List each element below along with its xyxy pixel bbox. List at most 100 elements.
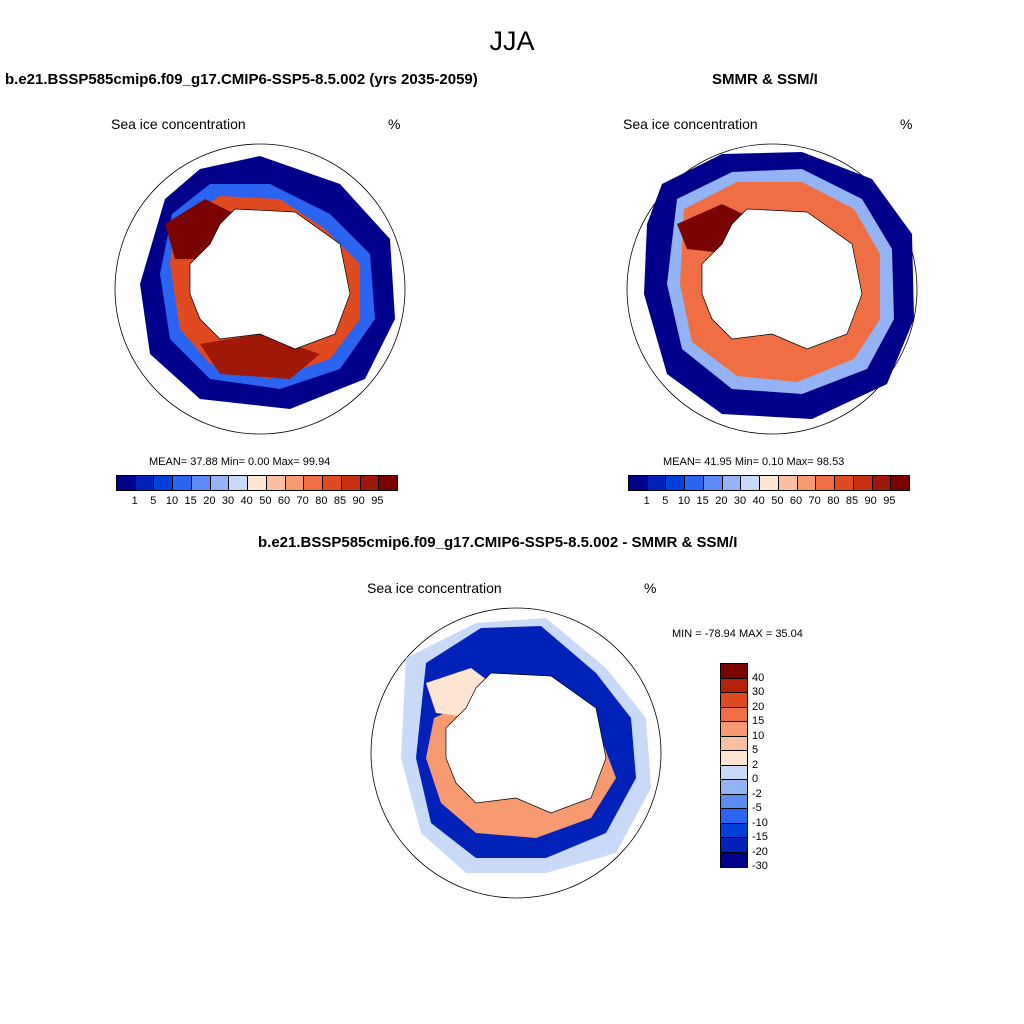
panel3-colorbar-swatch — [721, 693, 747, 708]
panel2-colorbar-swatch — [647, 476, 667, 490]
panel1-colorbar-tick-label: 1 — [131, 495, 138, 507]
panel3-colorbar-swatch — [721, 823, 747, 838]
panel3-colorbar-tick-label: -20 — [752, 845, 768, 858]
panel1-colorbar-swatch — [135, 476, 155, 490]
panel1-colorbar-tick-label: 20 — [203, 495, 216, 507]
panel3-colorbar-swatch — [721, 707, 747, 722]
panel2-antarctica — [701, 208, 863, 350]
main-title: JJA — [489, 26, 535, 56]
panel1-colorbar-swatch — [266, 476, 286, 490]
panel3-antarctica — [445, 672, 607, 814]
panel2-units: % — [900, 116, 913, 132]
panel2-colorbar-tick-label: 10 — [677, 495, 691, 507]
panel1-colorbar-swatch — [191, 476, 211, 490]
panel3-colorbar-swatch — [721, 809, 747, 824]
panel1-colorbar-tick-label: 60 — [277, 495, 291, 507]
panel3-colorbar-tick-label: 40 — [752, 671, 765, 684]
panel3-title: b.e21.BSSP585cmip6.f09_g17.CMIP6-SSP5-8.… — [258, 534, 738, 551]
panel2-subtitle: Sea ice concentration — [623, 116, 758, 132]
panel1-colorbar-tick-label: 15 — [184, 495, 197, 507]
panel1-colorbar-swatch — [341, 476, 361, 490]
panel3-colorbar-swatch — [721, 678, 747, 693]
panel3-colorbar-tick-label: -30 — [752, 860, 768, 872]
panel2-title: SMMR & SSM/I — [712, 71, 818, 88]
panel1-stats: MEAN= 37.88 Min= 0.00 Max= 99.94 — [149, 456, 331, 468]
panel1-colorbar-swatch — [285, 476, 305, 490]
panel1-title: b.e21.BSSP585cmip6.f09_g17.CMIP6-SSP5-8.… — [5, 71, 478, 88]
panel1-colorbar-swatch — [229, 476, 249, 490]
panel2-colorbar-tick-label: 15 — [696, 495, 709, 507]
panel2-colorbar-swatch — [760, 476, 779, 490]
panel2-colorbar-tick-label: 60 — [789, 495, 803, 507]
panel2-colorbar-swatch — [816, 476, 836, 490]
panel3-colorbar-tick-label: -15 — [752, 831, 768, 843]
panel2-colorbar-tick-label: 95 — [883, 495, 896, 507]
panel1-map — [114, 143, 406, 435]
panel1-colorbar-swatch — [379, 476, 398, 490]
panel2-colorbar-swatch — [797, 476, 817, 490]
panel1-colorbar-tick-label: 30 — [221, 495, 235, 507]
panel1-colorbar-swatch — [304, 476, 324, 490]
panel1-units: % — [388, 116, 401, 132]
panel3-units: % — [644, 580, 657, 596]
panel2-colorbar-tick-label: 30 — [733, 495, 747, 507]
panel1-subtitle: Sea ice concentration — [111, 116, 246, 132]
panel2-colorbar-swatch — [872, 476, 892, 490]
panel2-colorbar-tick-label: 70 — [808, 495, 821, 507]
panel3-colorbar-swatch — [721, 780, 747, 795]
panel3-map — [370, 607, 662, 899]
panel2-colorbar-swatch — [666, 476, 686, 490]
panel2-colorbar-swatch — [778, 476, 798, 490]
panel1-colorbar-swatch — [360, 476, 380, 490]
panel3-colorbar — [720, 663, 748, 868]
panel1-colorbar-tick-label: 80 — [315, 495, 328, 507]
panel3-colorbar-swatch — [721, 736, 747, 751]
panel2-colorbar-tick-label: 90 — [864, 495, 877, 507]
panel3-subtitle: Sea ice concentration — [367, 580, 502, 596]
panel3-colorbar-tick-label: 2 — [752, 758, 759, 771]
panel2-colorbar-swatch — [853, 476, 873, 490]
panel2-colorbar-tick-label: 40 — [752, 495, 765, 507]
panel3-stats: MIN = -78.94 MAX = 35.04 — [672, 628, 803, 640]
panel3-colorbar-tick-label: 10 — [752, 729, 765, 742]
panel1-colorbar-tick-label: 70 — [296, 495, 309, 507]
panel3-colorbar-tick-label: 30 — [752, 686, 765, 698]
panel3-colorbar-swatch — [721, 838, 747, 853]
panel2-colorbar-tick-label: 5 — [662, 495, 669, 507]
panel3-colorbar-tick-label: 20 — [752, 700, 765, 713]
panel3-colorbar-tick-label: -2 — [752, 787, 762, 800]
panel2-colorbar-tick-label: 85 — [845, 495, 859, 507]
panel1-colorbar-tick-label: 50 — [259, 495, 272, 507]
panel3-colorbar-swatch — [721, 751, 747, 766]
panel1-colorbar — [116, 475, 398, 491]
panel3-colorbar-swatch — [721, 664, 747, 679]
panel1-colorbar-tick-label: 95 — [371, 495, 384, 507]
panel1-colorbar-tick-label: 40 — [240, 495, 253, 507]
panel3-colorbar-swatch — [721, 765, 747, 780]
panel1-colorbar-tick-label: 5 — [150, 495, 157, 507]
panel1-colorbar-tick-label: 10 — [165, 495, 179, 507]
panel1-antarctica — [189, 208, 351, 350]
panel2-colorbar-tick-label: 20 — [715, 495, 728, 507]
panel2-colorbar-swatch — [835, 476, 854, 490]
panel2-colorbar-tick-label: 80 — [827, 495, 840, 507]
panel1-colorbar-swatch — [173, 476, 192, 490]
panel2-colorbar-swatch — [703, 476, 723, 490]
panel2-colorbar — [628, 475, 910, 491]
panel2-colorbar-swatch — [722, 476, 742, 490]
panel2-colorbar-swatch — [629, 476, 648, 490]
panel1-colorbar-swatch — [210, 476, 230, 490]
panel2-colorbar-swatch — [685, 476, 704, 490]
panel3-colorbar-tick-label: 5 — [752, 744, 759, 756]
panel2-map — [626, 143, 918, 435]
panel1-colorbar-swatch — [248, 476, 267, 490]
panel2-colorbar-swatch — [741, 476, 761, 490]
panel2-colorbar-swatch — [891, 476, 910, 490]
panel3-colorbar-swatch — [721, 722, 747, 737]
panel1-colorbar-swatch — [117, 476, 136, 490]
panel2-colorbar-tick-label: 50 — [771, 495, 784, 507]
panel3-colorbar-tick-label: 15 — [752, 715, 765, 727]
panel3-colorbar-tick-label: 0 — [752, 773, 759, 785]
panel1-colorbar-swatch — [154, 476, 174, 490]
panel2-colorbar-tick-label: 1 — [643, 495, 650, 507]
